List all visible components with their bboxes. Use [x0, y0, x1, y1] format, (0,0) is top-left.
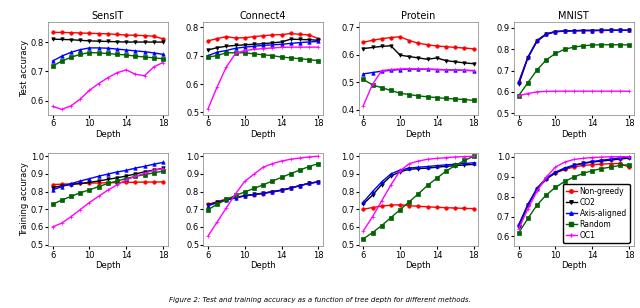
- Text: Figure 2: Test and training accuracy as a function of tree depth for different m: Figure 2: Test and training accuracy as …: [169, 297, 471, 303]
- Title: Connect4: Connect4: [240, 11, 286, 21]
- Legend: Non-greedy, CO2, Axis-aligned, Random, OC1: Non-greedy, CO2, Axis-aligned, Random, O…: [563, 184, 630, 243]
- X-axis label: Depth: Depth: [406, 130, 431, 139]
- X-axis label: Depth: Depth: [561, 261, 587, 270]
- Y-axis label: Test accuracy: Test accuracy: [20, 40, 29, 97]
- Title: Protein: Protein: [401, 11, 436, 21]
- Y-axis label: Training accuracy: Training accuracy: [20, 163, 29, 237]
- X-axis label: Depth: Depth: [250, 130, 276, 139]
- X-axis label: Depth: Depth: [406, 261, 431, 270]
- Title: MNIST: MNIST: [559, 11, 589, 21]
- X-axis label: Depth: Depth: [250, 261, 276, 270]
- Title: SensIT: SensIT: [92, 11, 124, 21]
- X-axis label: Depth: Depth: [95, 261, 120, 270]
- X-axis label: Depth: Depth: [561, 130, 587, 139]
- X-axis label: Depth: Depth: [95, 130, 120, 139]
